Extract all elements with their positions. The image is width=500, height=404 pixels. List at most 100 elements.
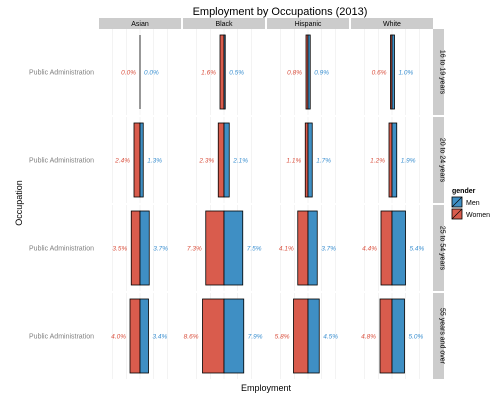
strip-label-55-years-and-over: 55 years and over: [439, 308, 446, 365]
data-label-women: 8.6%: [184, 334, 199, 341]
panel-asian-20-to-24-years: 2.4% 1.3%: [99, 117, 181, 203]
data-label-women: 3.5%: [112, 246, 127, 253]
bar-women-black-20-to-24-years: [217, 122, 225, 198]
data-label-men: 7.9%: [248, 334, 263, 341]
panel-white-16-to-19-years: 0.6% 1.0%: [351, 29, 433, 115]
data-label-women: 7.3%: [187, 246, 202, 253]
data-label-women: 2.3%: [198, 158, 214, 165]
strip-label-20-to-24-years: 20 to 24 years: [439, 138, 446, 183]
data-label-men: 0.5%: [229, 70, 244, 77]
data-label-men: 5.4%: [410, 246, 425, 253]
chart-title: Employment by Occupations (2013): [193, 6, 368, 18]
bar-men-hispanic-25-to-54-years: [307, 210, 318, 286]
panel-asian-25-to-54-years: 3.5% 3.7%: [99, 205, 181, 291]
data-label-men: 0.9%: [314, 70, 329, 77]
bar-men-asian-55-years-and-over: [139, 298, 149, 374]
bar-men-black-55-years-and-over: [223, 298, 245, 374]
x-axis-title: Employment: [241, 383, 292, 393]
data-label-women: 0.0%: [121, 70, 136, 77]
panel-white-20-to-24-years: 1.2% 1.9%: [351, 117, 433, 203]
bar-women-hispanic-25-to-54-years: [297, 210, 309, 286]
legend-label-women: Women: [466, 212, 490, 219]
bar-women-hispanic-20-to-24-years: [304, 122, 309, 198]
data-label-men: 3.7%: [321, 246, 336, 253]
y-tick-label: Public Administration: [29, 246, 94, 253]
panel-hispanic-55-years-and-over: 5.8% 4.5%: [267, 293, 349, 379]
legend-key-slash: [451, 208, 463, 220]
panel-hispanic-25-to-54-years: 4.1% 3.7%: [267, 205, 349, 291]
bar-men-asian-25-to-54-years: [139, 210, 150, 286]
strip-20-to-24-years: [432, 117, 444, 203]
strip-25-to-54-years: [432, 205, 444, 291]
data-label-women: 1.1%: [286, 158, 301, 165]
bar-women-white-20-to-24-years: [388, 122, 393, 198]
bar-men-white-55-years-and-over: [391, 298, 405, 374]
strip-16-to-19-years: [432, 29, 444, 115]
data-label-men: 3.4%: [153, 334, 168, 341]
data-label-women: 0.8%: [287, 70, 302, 77]
y-axis-title: Occupation: [14, 180, 24, 226]
bar-men-black-20-to-24-years: [223, 122, 230, 198]
strip-asian: [99, 18, 181, 29]
panel-white-25-to-54-years: 4.4% 5.4%: [351, 205, 433, 291]
panel-black-20-to-24-years: 2.3% 2.1%: [183, 117, 265, 203]
bar-men-white-16-to-19-years: [391, 34, 395, 110]
bar-men-hispanic-55-years-and-over: [307, 298, 320, 374]
strip-label-16-to-19-years: 16 to 19 years: [439, 50, 446, 95]
y-tick-label: Public Administration: [29, 334, 94, 341]
bar-women-asian-55-years-and-over: [129, 298, 141, 374]
panel-black-55-years-and-over: 8.6% 7.9%: [183, 293, 265, 379]
data-label-men: 2.1%: [232, 158, 248, 165]
panel-hispanic-16-to-19-years: 0.8% 0.9%: [267, 29, 349, 115]
bar-men-asian-20-to-24-years: [139, 122, 144, 198]
bar-men-black-25-to-54-years: [223, 210, 244, 286]
data-label-men: 1.9%: [401, 158, 416, 165]
data-label-men: 3.7%: [153, 246, 168, 253]
bar-men-white-20-to-24-years: [391, 122, 398, 198]
data-label-men: 1.7%: [316, 158, 331, 165]
panel-black-16-to-19-years: 1.6% 0.5%: [183, 29, 265, 115]
data-label-women: 4.1%: [279, 246, 294, 253]
bar-men-black-16-to-19-years: [223, 34, 226, 110]
strip-black: [183, 18, 265, 29]
data-label-women: 4.0%: [111, 334, 126, 341]
bar-men-hispanic-16-to-19-years: [307, 34, 311, 110]
data-label-men: 5.0%: [409, 334, 424, 341]
data-label-men: 0.0%: [144, 70, 159, 77]
bar-men-white-25-to-54-years: [391, 210, 406, 286]
data-label-women: 1.2%: [370, 158, 385, 165]
bar-women-asian-25-to-54-years: [130, 210, 141, 286]
bar-women-white-55-years-and-over: [379, 298, 393, 374]
data-label-men: 4.5%: [323, 334, 338, 341]
legend: gender Men Women: [451, 188, 490, 220]
legend-key-slash: [451, 196, 463, 208]
y-tick-label: Public Administration: [29, 70, 94, 77]
data-label-women: 0.6%: [372, 70, 387, 77]
data-label-men: 7.5%: [247, 246, 262, 253]
data-label-women: 4.8%: [361, 334, 376, 341]
data-label-women: 2.4%: [114, 158, 130, 165]
legend-label-men: Men: [466, 200, 480, 207]
data-label-men: 1.0%: [399, 70, 414, 77]
panel-black-25-to-54-years: 7.3% 7.5%: [183, 205, 265, 291]
data-label-men: 1.3%: [147, 158, 162, 165]
y-tick-label: Public Administration: [29, 158, 94, 165]
data-label-women: 1.6%: [201, 70, 216, 77]
strip-label-25-to-54-years: 25 to 54 years: [439, 226, 446, 271]
panel-grid: Asian Black Hispanic White 16 to 19 years 20 …: [29, 18, 446, 379]
strip-label-black: Black: [215, 21, 233, 28]
strip-white: [351, 18, 433, 29]
bar-women-black-25-to-54-years: [205, 210, 225, 286]
bar-women-hispanic-55-years-and-over: [293, 298, 309, 374]
legend-title: gender: [452, 188, 476, 195]
bar-women-black-55-years-and-over: [202, 298, 225, 374]
bar-women-black-16-to-19-years: [219, 34, 225, 110]
strip-label-hispanic: Hispanic: [295, 21, 322, 28]
bar-women-white-25-to-54-years: [380, 210, 393, 286]
strip-label-asian: Asian: [131, 21, 149, 28]
panel-white-55-years-and-over: 4.8% 5.0%: [351, 293, 433, 379]
data-label-women: 4.4%: [362, 246, 377, 253]
data-label-women: 5.8%: [275, 334, 290, 341]
bar-women-asian-20-to-24-years: [133, 122, 141, 198]
